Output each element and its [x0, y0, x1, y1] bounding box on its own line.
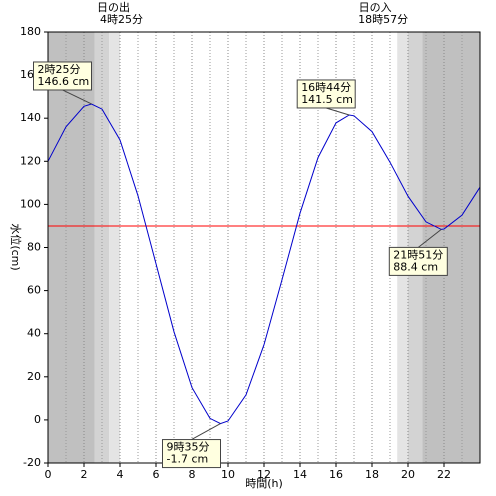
night-band	[48, 32, 95, 463]
callout-box	[388, 246, 448, 276]
x-tick-label: 22	[437, 468, 451, 481]
y-tick-label: 140	[20, 111, 41, 124]
sun-event-time: 18時57分	[358, 13, 408, 26]
x-tick-label: 14	[293, 468, 307, 481]
sun-event-label: 日の入	[359, 1, 392, 14]
callout-box	[161, 439, 221, 469]
callout-box	[33, 61, 93, 91]
y-tick-label: 100	[20, 197, 41, 210]
y-tick-label: -20	[23, 456, 41, 469]
callout-value: 88.4 cm	[393, 260, 438, 273]
x-tick-label: 12	[257, 468, 271, 481]
x-tick-label: 18	[365, 468, 379, 481]
callout-time: 2時25分	[38, 63, 81, 76]
callout-value: 141.5 cm	[301, 93, 353, 106]
callout-pointer	[326, 107, 350, 116]
x-tick-label: 20	[401, 468, 415, 481]
tide-line	[47, 103, 481, 425]
callout-value: 146.6 cm	[38, 75, 90, 88]
x-tick-label: 0	[45, 468, 52, 481]
callout-value: -1.7 cm	[166, 453, 208, 466]
sun-event-time: 4時25分	[100, 13, 143, 26]
callout-time: 16時44分	[301, 81, 351, 94]
callout-pointer	[191, 423, 221, 441]
sun-event-label: 日の出	[97, 0, 130, 14]
y-tick-label: 180	[20, 25, 41, 38]
y-tick-label: 0	[34, 413, 41, 426]
y-tick-label: 40	[27, 327, 41, 340]
callout-time: 21時51分	[393, 248, 443, 261]
x-axis-label: 時間(h)	[245, 477, 283, 490]
callout-box	[296, 79, 356, 109]
y-tick-label: 60	[27, 284, 41, 297]
y-axis-label: 水位(cm)	[9, 223, 23, 270]
callout-pointer	[417, 229, 442, 248]
callout-time: 9時35分	[166, 441, 209, 454]
x-tick-label: 2	[81, 468, 88, 481]
x-tick-label: 6	[153, 468, 160, 481]
y-tick-label: 80	[27, 241, 41, 254]
night-band	[94, 32, 110, 463]
x-tick-label: 16	[329, 468, 343, 481]
x-tick-label: 10	[221, 468, 235, 481]
night-band	[109, 32, 120, 463]
plot-frame	[47, 31, 481, 464]
x-tick-label: 4	[117, 468, 124, 481]
y-tick-label: 20	[27, 370, 41, 383]
y-tick-label: 120	[20, 154, 41, 167]
x-tick-label: 8	[189, 468, 196, 481]
callout-pointer	[62, 89, 92, 105]
